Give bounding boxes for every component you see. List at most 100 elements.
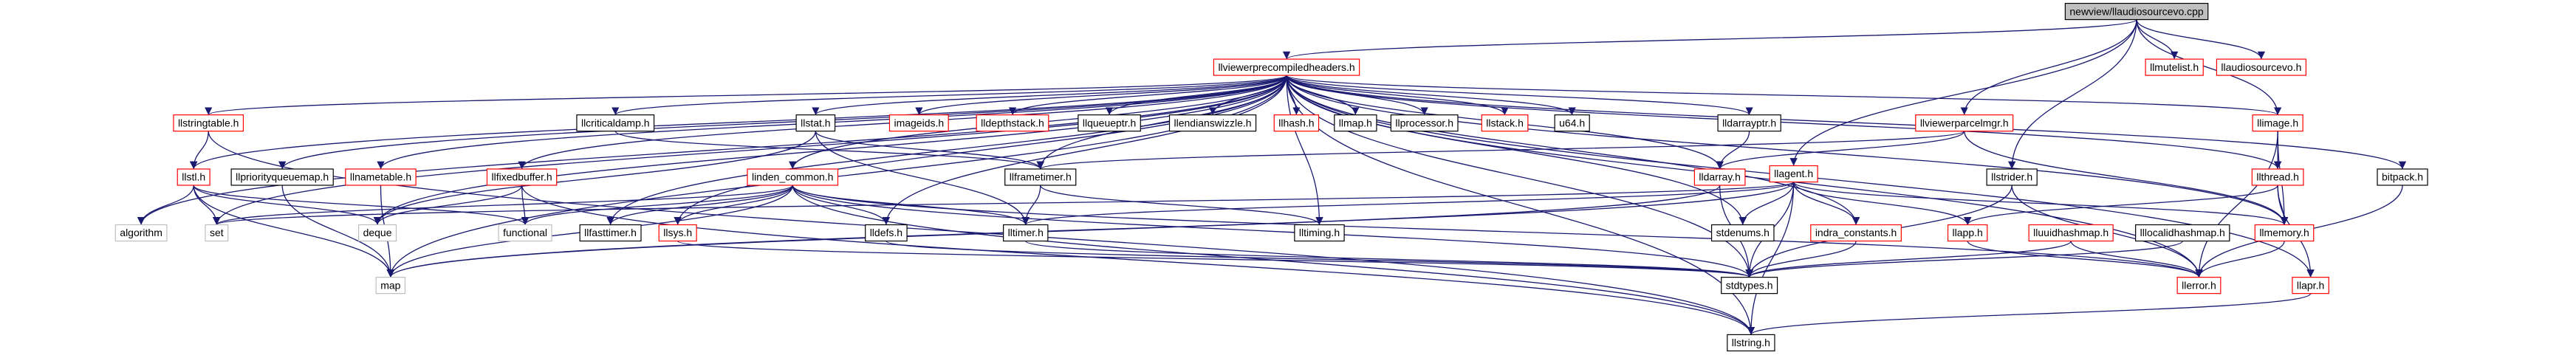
edge [1716, 131, 1750, 170]
node-box [2145, 58, 2204, 76]
nodes: newview/llaudiosourcevo.cpp llviewerpreco… [114, 2, 2428, 351]
node-label: llviewerprecompiledheaders.h [1218, 61, 1354, 73]
node: llstl.h [177, 168, 210, 186]
edge [1286, 75, 2289, 225]
edge [193, 185, 530, 225]
edge [2136, 19, 2266, 60]
node-label: deque [363, 227, 392, 238]
node-box [1727, 334, 1775, 351]
node-label: llpriorityqueuemap.h [236, 171, 329, 183]
node: llhash.h [1273, 114, 1320, 132]
edge [1745, 240, 2072, 278]
node-label: lllocalidhashmap.h [2140, 227, 2225, 238]
node: lldefs.h [865, 224, 908, 242]
node: u64.h [1554, 114, 1590, 132]
node-label: llcriticaldamp.h [581, 117, 650, 128]
node-box [658, 224, 697, 242]
edge [2195, 131, 2278, 278]
node-label: indra_constants.h [1815, 227, 1897, 238]
edge [190, 75, 1287, 170]
node-box [205, 224, 229, 242]
node-label: lldefs.h [870, 227, 902, 238]
node: deque [357, 224, 397, 242]
edge [193, 185, 382, 225]
node-label: lldarrayptr.h [1722, 117, 1776, 128]
edge [612, 75, 1287, 116]
edge [1286, 75, 2282, 170]
edge [1008, 75, 1287, 115]
node-label: llagent.h [1774, 168, 1813, 179]
node: llfasttimer.h [579, 224, 642, 242]
node-box [1003, 224, 1049, 242]
edge [205, 75, 1287, 116]
edge [1793, 181, 2288, 226]
node-box [173, 114, 244, 132]
node: llapr.h [2292, 277, 2329, 295]
node-box [2135, 224, 2230, 242]
node-box [795, 114, 836, 132]
node: llcriticaldamp.h [576, 114, 655, 132]
node-box [576, 114, 655, 132]
edge [1964, 131, 2289, 225]
node: llsys.h [658, 224, 697, 242]
node-box [230, 168, 334, 186]
node-label: llstrider.h [1991, 171, 2032, 183]
edge [677, 240, 1753, 278]
node: lluuidhashmap.h [2028, 224, 2114, 242]
node: llnametable.h [345, 168, 417, 186]
node-label: llstack.h [1486, 117, 1524, 128]
node-label: llstringtable.h [178, 117, 239, 128]
node: lllocalidhashmap.h [2135, 224, 2230, 242]
node: llstrider.h [1986, 168, 2038, 186]
edge [1967, 241, 2203, 278]
node-box [2254, 224, 2315, 242]
edge [386, 182, 1795, 278]
edge [674, 185, 793, 225]
node-label: newview/llaudiosourcevo.cpp [2069, 5, 2204, 17]
edge [812, 75, 1287, 116]
node: lltiming.h [1294, 224, 1345, 242]
edge [213, 185, 793, 226]
node: llmemory.h [2254, 224, 2315, 242]
node-box [2216, 58, 2307, 76]
node-box [1213, 58, 1360, 76]
node-box [579, 224, 642, 242]
edge [1793, 182, 1860, 225]
node: llmap.h [1334, 114, 1377, 132]
node-label: llfixedbuffer.h [491, 171, 552, 183]
node-label: llsys.h [663, 227, 692, 238]
node-label: lluuidhashmap.h [2033, 227, 2109, 238]
edge [1286, 75, 1860, 225]
node-box [976, 114, 1049, 132]
edge [137, 75, 1287, 225]
node-box [1721, 277, 1778, 295]
edge [2136, 19, 2179, 60]
node-label: lldarray.h [1699, 171, 1741, 183]
edge [1286, 75, 1753, 116]
edge [792, 185, 1753, 278]
edge [1789, 19, 2137, 166]
node-label: stdenums.h [1716, 227, 1770, 238]
node-box [1078, 114, 1141, 132]
edge [2136, 19, 2282, 115]
node-box [498, 224, 552, 242]
node-box [2064, 2, 2209, 21]
edge [1739, 182, 1795, 225]
node-label: u64.h [1559, 117, 1585, 128]
node-label: llapr.h [2297, 279, 2324, 291]
node-box [486, 168, 558, 186]
node: llthread.h [2251, 168, 2304, 186]
edge [1716, 131, 1965, 170]
node-box [1390, 114, 1459, 132]
node-box [1915, 114, 2014, 132]
node-label: map [380, 279, 400, 291]
node-box [345, 168, 417, 186]
edge [1286, 75, 1323, 225]
edge [815, 131, 1030, 225]
node-label: stdtypes.h [1726, 279, 1773, 291]
node-box [2292, 277, 2329, 295]
node-label: llframetimer.h [1010, 171, 1072, 183]
node: set [205, 224, 229, 242]
